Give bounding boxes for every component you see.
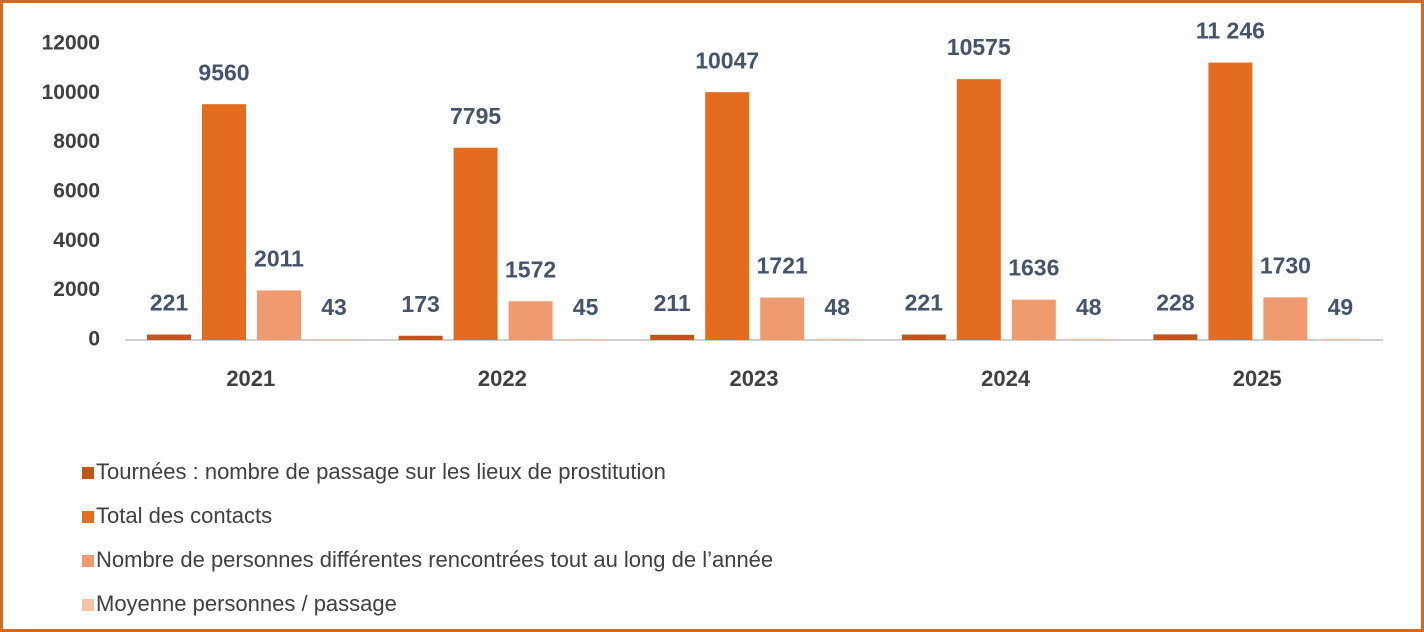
value-label: 7795 <box>450 103 501 129</box>
value-label: 48 <box>824 294 850 320</box>
bar <box>202 104 246 340</box>
x-tick-label: 2024 <box>981 366 1031 391</box>
bar <box>312 338 356 340</box>
bar <box>1318 338 1363 340</box>
value-label: 1572 <box>505 256 556 282</box>
value-label: 10047 <box>695 47 759 73</box>
value-label: 1730 <box>1260 252 1311 278</box>
bar <box>705 92 750 340</box>
value-label: 45 <box>573 294 599 320</box>
bar <box>815 338 860 340</box>
value-label: 173 <box>401 291 439 317</box>
bar <box>563 338 608 340</box>
bar <box>650 334 695 340</box>
y-tick-label: 12000 <box>42 32 100 55</box>
y-tick-label: 0 <box>88 328 100 351</box>
value-label: 228 <box>1156 289 1195 315</box>
legend-swatch <box>82 555 94 567</box>
value-label: 1721 <box>757 253 808 279</box>
legend-swatch <box>82 467 94 479</box>
legend-label: Tournées : nombre de passage sur les lie… <box>96 459 666 484</box>
y-tick-label: 4000 <box>53 229 100 252</box>
legend-swatch <box>82 599 94 611</box>
legend-label: Nombre de personnes différentes rencontr… <box>96 547 773 572</box>
bar <box>508 301 553 340</box>
value-label: 11 246 <box>1196 18 1265 44</box>
bar <box>147 334 191 340</box>
value-label: 43 <box>321 294 347 320</box>
bar <box>398 335 443 340</box>
bar <box>1066 338 1111 340</box>
bar <box>760 297 805 340</box>
bar <box>901 334 946 340</box>
value-label: 1636 <box>1008 255 1059 281</box>
bar <box>1153 334 1198 340</box>
y-tick-label: 6000 <box>53 180 100 203</box>
y-tick-label: 2000 <box>53 278 100 301</box>
value-label: 9560 <box>198 59 249 85</box>
x-tick-label: 2021 <box>226 366 275 391</box>
legend-label: Moyenne personnes / passage <box>96 591 397 616</box>
bar <box>1263 297 1308 340</box>
legend-swatch <box>82 511 94 523</box>
x-tick-label: 2023 <box>730 366 779 391</box>
x-tick-label: 2022 <box>478 366 527 391</box>
value-label: 49 <box>1328 294 1354 320</box>
value-label: 2011 <box>254 245 304 271</box>
bar <box>257 290 301 340</box>
value-label: 221 <box>905 290 944 316</box>
y-tick-label: 10000 <box>42 81 100 104</box>
value-label: 211 <box>654 290 691 316</box>
legend-label: Total des contacts <box>96 503 272 528</box>
y-tick-label: 8000 <box>53 130 100 153</box>
value-label: 48 <box>1076 294 1102 320</box>
value-label: 10575 <box>947 34 1011 60</box>
x-tick-label: 2025 <box>1233 366 1282 391</box>
bar <box>956 79 1001 341</box>
bar <box>1208 62 1253 341</box>
bar <box>1011 299 1056 340</box>
bar <box>453 147 498 340</box>
value-label: 221 <box>150 290 189 316</box>
